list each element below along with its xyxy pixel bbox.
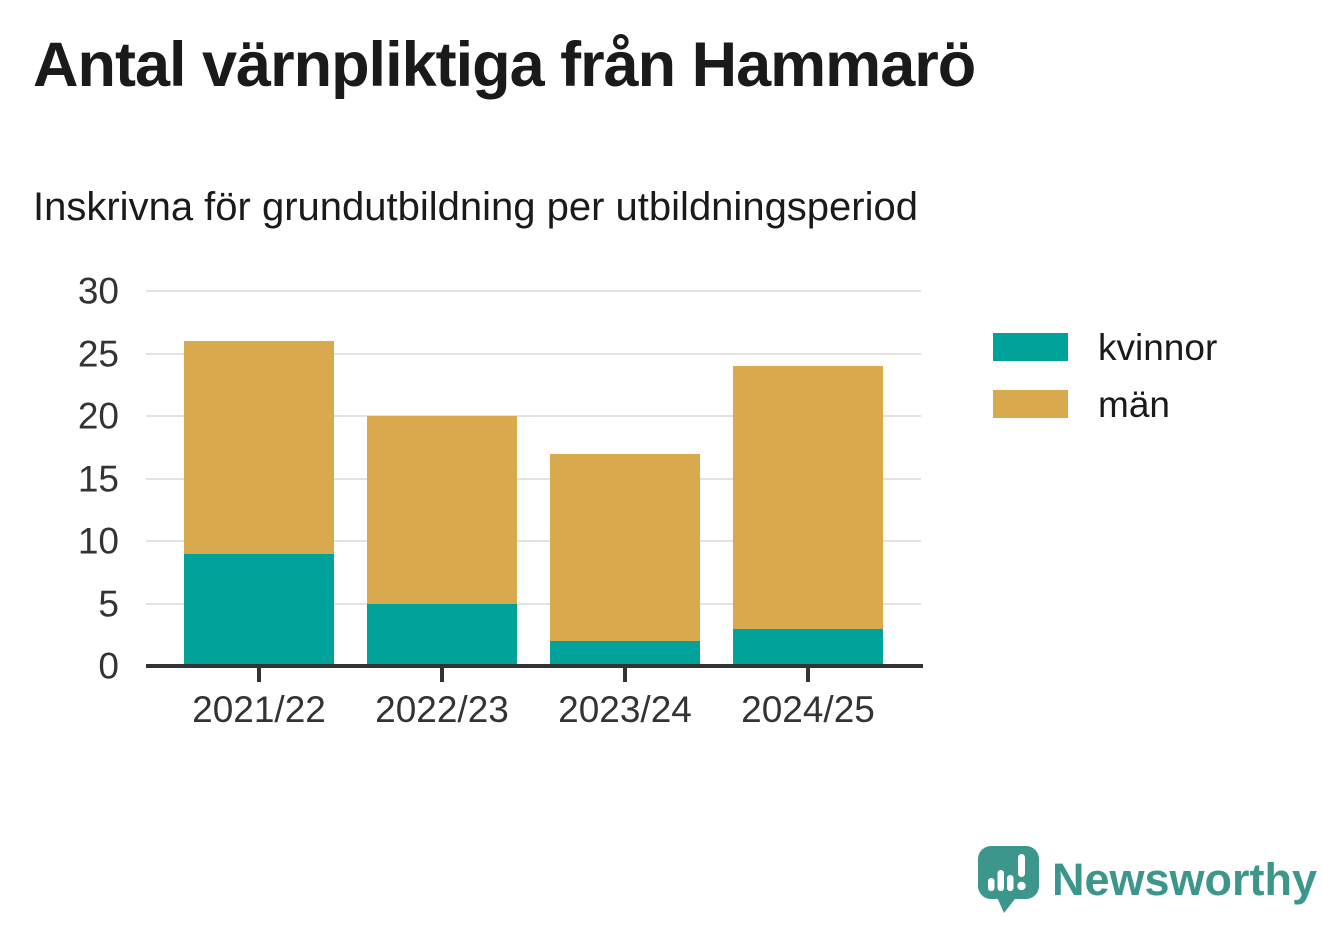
bar-segment-kvinnor-2021-22 xyxy=(184,553,334,666)
x-tick-2023-24 xyxy=(623,668,627,682)
chart-subtitle: Inskrivna för grundutbildning per utbild… xyxy=(33,185,918,229)
bar-segment-män-2022-23 xyxy=(367,416,517,604)
bar-segment-män-2021-22 xyxy=(184,341,334,554)
y-tick-label-15: 15 xyxy=(77,458,119,499)
gridline-30 xyxy=(146,290,921,292)
legend-swatch-kvinnor xyxy=(993,333,1068,361)
x-tick-2022-23 xyxy=(440,668,444,682)
gridline-20 xyxy=(146,415,921,417)
x-axis-line xyxy=(146,664,923,668)
bar-segment-män-2024-25 xyxy=(733,366,883,629)
y-tick-label-5: 5 xyxy=(98,583,119,624)
y-tick-label-30: 30 xyxy=(77,270,119,312)
x-tick-label-2023-24: 2023/24 xyxy=(558,689,692,730)
bar-segment-kvinnor-2022-23 xyxy=(367,603,517,666)
legend-item-män: män xyxy=(993,386,1217,423)
newsworthy-logo-icon xyxy=(978,846,1039,913)
y-tick-label-10: 10 xyxy=(77,520,119,562)
gridline-15 xyxy=(146,477,921,480)
gridline-5 xyxy=(146,602,921,605)
legend-item-kvinnor: kvinnor xyxy=(993,329,1217,366)
chart-title: Antal värnpliktiga från Hammarö xyxy=(33,30,976,100)
gridline-10 xyxy=(146,540,921,542)
x-tick-2024-25 xyxy=(806,668,810,682)
legend-label-kvinnor: kvinnor xyxy=(1098,326,1218,368)
y-tick-label-25: 25 xyxy=(77,333,119,374)
x-tick-label-2022-23: 2022/23 xyxy=(375,689,509,730)
x-tick-2021-22 xyxy=(257,668,261,682)
chart-legend: kvinnor män xyxy=(993,329,1217,423)
newsworthy-logo-text: Newsworthy xyxy=(1052,854,1318,905)
legend-swatch-män xyxy=(993,390,1068,418)
x-tick-label-2021-22: 2021/22 xyxy=(192,689,326,730)
gridline-25 xyxy=(146,352,921,355)
y-tick-label-0: 0 xyxy=(98,645,119,687)
bar-segment-kvinnor-2024-25 xyxy=(733,628,883,666)
y-axis-labels: 0 5 10 15 20 25 30 xyxy=(0,0,119,939)
x-tick-label-2024-25: 2024/25 xyxy=(741,689,875,730)
bar-segment-män-2023-24 xyxy=(550,453,700,641)
newsworthy-branding: Newsworthy xyxy=(977,845,1317,914)
bar-segment-kvinnor-2023-24 xyxy=(550,641,700,666)
legend-label-män: män xyxy=(1098,383,1170,425)
y-tick-label-20: 20 xyxy=(77,395,119,437)
plot-area xyxy=(146,290,923,682)
